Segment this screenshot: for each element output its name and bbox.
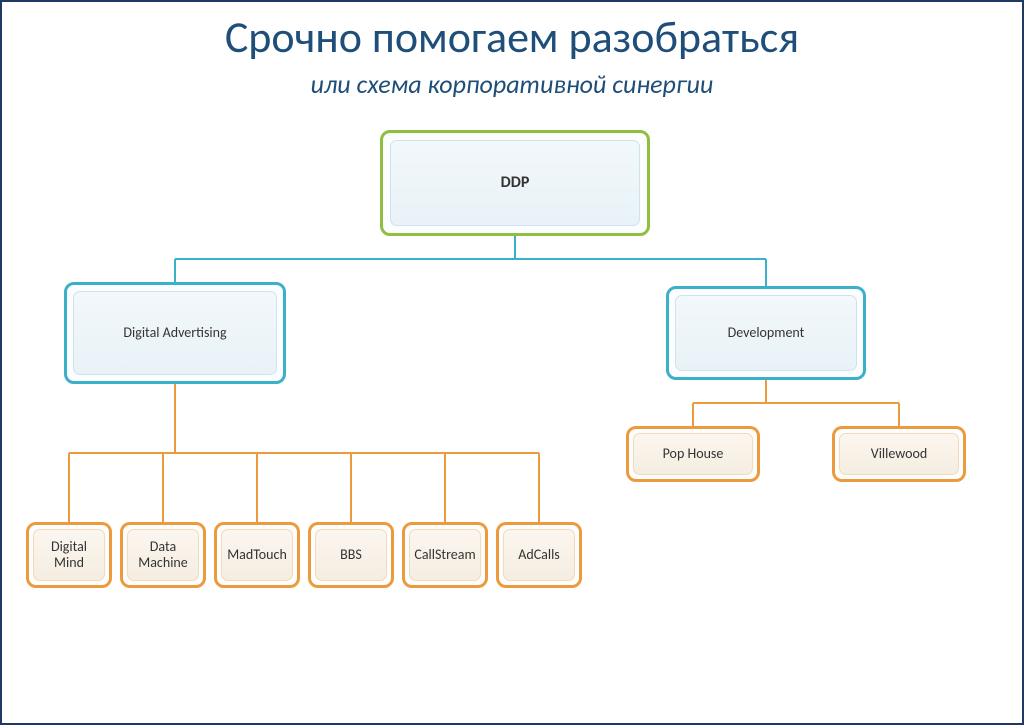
node-digital_mind: DigitalMind <box>26 522 112 588</box>
node-label: Villewood <box>867 446 931 462</box>
node-pop_house: Pop House <box>626 426 760 482</box>
node-callstream: CallStream <box>402 522 488 588</box>
node-label: Pop House <box>659 446 728 462</box>
node-digital_advertising: Digital Advertising <box>64 282 286 384</box>
node-label: Digital Advertising <box>119 325 230 341</box>
node-label: DataMachine <box>134 539 192 571</box>
node-villewood: Villewood <box>832 426 966 482</box>
node-development: Development <box>666 286 866 380</box>
node-ddp: DDP <box>380 130 650 236</box>
node-label: BBS <box>336 547 366 563</box>
node-bbs: BBS <box>308 522 394 588</box>
org-chart: DDP Digital Advertising Development Digital… <box>2 2 1024 727</box>
node-label: DigitalMind <box>47 539 91 571</box>
node-data_machine: DataMachine <box>120 522 206 588</box>
node-label: AdCalls <box>514 547 564 563</box>
node-label: MadTouch <box>223 547 291 563</box>
node-adcalls: AdCalls <box>496 522 582 588</box>
slide-frame: Срочно помогаем разобраться или схема ко… <box>0 0 1024 725</box>
node-madtouch: MadTouch <box>214 522 300 588</box>
node-label: DDP <box>497 174 534 192</box>
node-label: CallStream <box>410 547 479 563</box>
node-label: Development <box>724 325 809 341</box>
